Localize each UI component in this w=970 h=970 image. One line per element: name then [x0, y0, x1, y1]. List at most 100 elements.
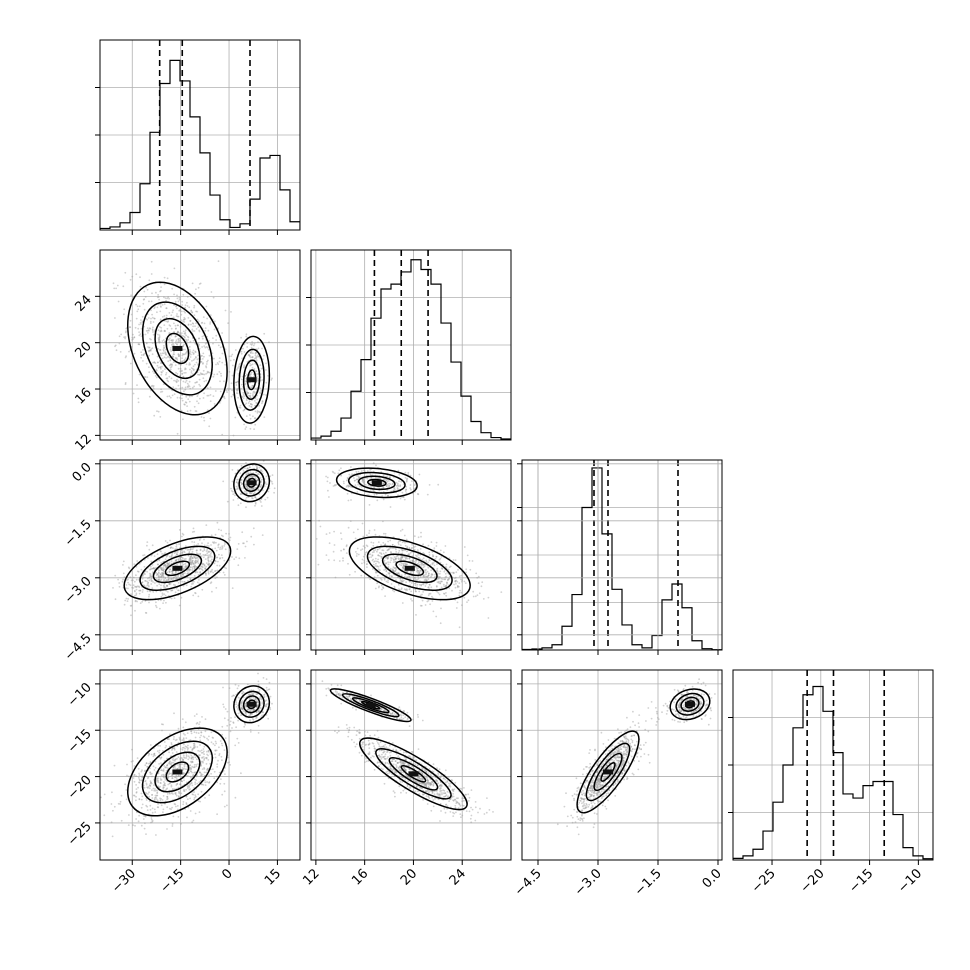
sample-point — [444, 576, 447, 578]
sample-point — [119, 351, 122, 353]
sample-point — [129, 326, 132, 328]
sample-point — [195, 552, 198, 555]
sample-point — [190, 563, 193, 565]
sample-point — [439, 549, 442, 552]
sample-point — [196, 400, 198, 403]
sample-point — [230, 382, 233, 385]
sample-point — [168, 332, 171, 334]
sample-point — [151, 329, 154, 332]
sample-point — [146, 590, 149, 593]
sample-point — [334, 484, 336, 487]
sample-point — [204, 572, 207, 574]
sample-point — [249, 475, 252, 478]
sample-point — [179, 374, 182, 377]
sample-point — [210, 558, 213, 561]
sample-point — [146, 584, 149, 587]
sample-point — [193, 563, 195, 566]
sample-point — [198, 539, 201, 541]
sample-point — [172, 339, 174, 341]
sample-point — [369, 578, 371, 580]
sample-point — [219, 557, 222, 559]
sample-point — [429, 603, 431, 606]
sample-point — [227, 761, 229, 764]
sample-point — [399, 577, 402, 580]
sample-point — [162, 350, 165, 352]
sample-point — [179, 308, 182, 311]
sample-point — [230, 355, 233, 358]
sample-point — [240, 700, 243, 703]
sample-point — [187, 317, 190, 319]
sample-point — [146, 544, 148, 547]
sample-point — [247, 708, 249, 711]
sample-point — [445, 592, 447, 594]
sample-point — [173, 552, 176, 554]
sample-point — [169, 763, 172, 766]
sample-point — [397, 572, 399, 575]
sample-point — [169, 359, 172, 362]
sample-point — [194, 571, 197, 574]
sample-point — [148, 762, 150, 765]
sample-point — [200, 361, 202, 363]
sample-point — [244, 557, 246, 559]
sample-point — [203, 322, 206, 325]
sample-point — [187, 568, 190, 571]
sample-point — [257, 683, 260, 686]
sample-point — [132, 760, 134, 762]
sample-point — [142, 574, 145, 577]
sample-point — [134, 600, 137, 603]
sample-point — [443, 570, 446, 573]
sample-point — [251, 693, 253, 696]
sample-point — [193, 368, 195, 371]
sample-point — [182, 759, 185, 762]
sample-point — [171, 589, 174, 592]
sample-point — [400, 556, 403, 559]
sample-point — [189, 739, 192, 741]
sample-point — [454, 580, 457, 582]
sample-point — [130, 614, 132, 617]
sample-point — [207, 555, 210, 558]
sample-point — [242, 397, 245, 400]
sample-point — [253, 709, 255, 711]
sample-point — [435, 569, 438, 572]
sample-point — [265, 689, 268, 692]
sample-point — [152, 755, 155, 758]
sample-point — [189, 374, 192, 377]
sample-point — [221, 545, 224, 548]
sample-point — [187, 747, 190, 750]
sample-point — [192, 793, 195, 796]
sample-point — [187, 398, 190, 401]
sample-point — [161, 592, 164, 595]
sample-point — [182, 726, 185, 729]
density-contour — [238, 348, 265, 411]
sample-point — [208, 794, 211, 797]
sample-point — [178, 736, 181, 739]
sample-point — [154, 789, 157, 792]
sample-point — [138, 373, 141, 376]
sample-point — [215, 749, 218, 752]
sample-point — [174, 791, 177, 794]
sample-point — [335, 484, 338, 486]
sample-point — [331, 470, 334, 473]
sample-point — [157, 803, 160, 805]
sample-point — [192, 562, 195, 565]
sample-point — [190, 757, 193, 760]
sample-point — [236, 367, 239, 369]
sample-point — [249, 719, 251, 722]
sample-point — [182, 573, 184, 576]
sample-point — [160, 362, 162, 365]
sample-point — [409, 588, 411, 590]
sample-point — [159, 367, 162, 370]
sample-point — [160, 798, 163, 800]
sample-point — [188, 786, 191, 789]
sample-point — [391, 557, 393, 560]
sample-point — [175, 543, 178, 546]
sample-point — [250, 475, 253, 478]
sample-point — [185, 401, 188, 404]
sample-point — [179, 344, 182, 347]
sample-point — [319, 525, 322, 528]
sample-point — [188, 395, 191, 398]
sample-point — [475, 572, 478, 575]
sample-point — [361, 478, 364, 481]
sample-point — [198, 567, 201, 570]
sample-point — [203, 771, 206, 774]
